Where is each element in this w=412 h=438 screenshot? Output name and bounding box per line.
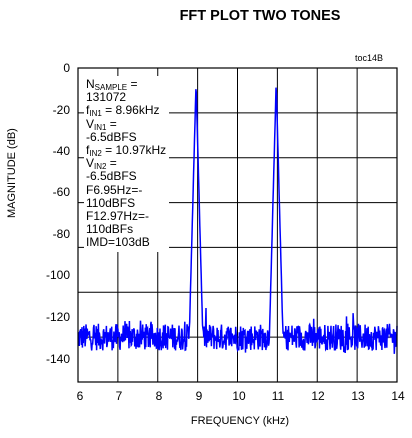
vin2-value: -6.5dBFS bbox=[86, 169, 137, 184]
y-tick-label: -80 bbox=[52, 227, 70, 241]
x-tick-label: 8 bbox=[155, 389, 163, 403]
y-tick-label: -140 bbox=[45, 352, 70, 366]
x-tick-label: 14 bbox=[391, 389, 405, 403]
y-tick-label: -60 bbox=[52, 185, 70, 199]
chart-title: FFT PLOT TWO TONES bbox=[179, 8, 341, 24]
y-tick-label: -120 bbox=[45, 310, 70, 324]
fin1-text: fIN1 = 8.96kHz bbox=[86, 103, 160, 119]
x-tick-label: 10 bbox=[232, 389, 246, 403]
vin1-value: -6.5dBFS bbox=[86, 129, 137, 144]
vin1-label: VIN1 = bbox=[86, 116, 117, 132]
n-sample-value: 131072 bbox=[86, 90, 127, 105]
y-tick-label: -100 bbox=[45, 268, 70, 282]
spur1-line1: F6.95Hz=- bbox=[86, 182, 143, 197]
y-tick-label: 0 bbox=[63, 61, 70, 75]
x-tick-label: 7 bbox=[115, 389, 123, 403]
figure-tag: toc14B bbox=[355, 53, 384, 63]
spur2-line1: F12.97Hz=- bbox=[86, 209, 150, 224]
x-tick-label: 12 bbox=[311, 389, 325, 403]
y-tick-label: -40 bbox=[52, 144, 70, 158]
plot-frame bbox=[77, 67, 398, 383]
x-tick-label: 6 bbox=[76, 389, 84, 403]
x-tick-label: 9 bbox=[195, 389, 203, 403]
test-conditions-annotation: NSAMPLE = 131072 fIN1 = 8.96kHz VIN1 = -… bbox=[84, 76, 170, 252]
y-tick-label: -20 bbox=[52, 103, 70, 117]
fin2-text: fIN2 = 10.97kHz bbox=[86, 143, 167, 159]
x-tick-label: 13 bbox=[351, 389, 365, 403]
imd-text: IMD=103dB bbox=[86, 235, 150, 250]
spectrum-trace bbox=[77, 87, 398, 354]
x-axis-label: FREQUENCY (kHz) bbox=[190, 415, 290, 427]
n-sample-label: NSAMPLE = bbox=[86, 77, 138, 92]
x-tick-label: 11 bbox=[271, 389, 285, 403]
vin2-label: VIN2 = bbox=[86, 156, 117, 172]
spur1-line2: 110dBFS bbox=[86, 195, 136, 210]
spur2-line2: 110dBFs bbox=[86, 222, 134, 237]
